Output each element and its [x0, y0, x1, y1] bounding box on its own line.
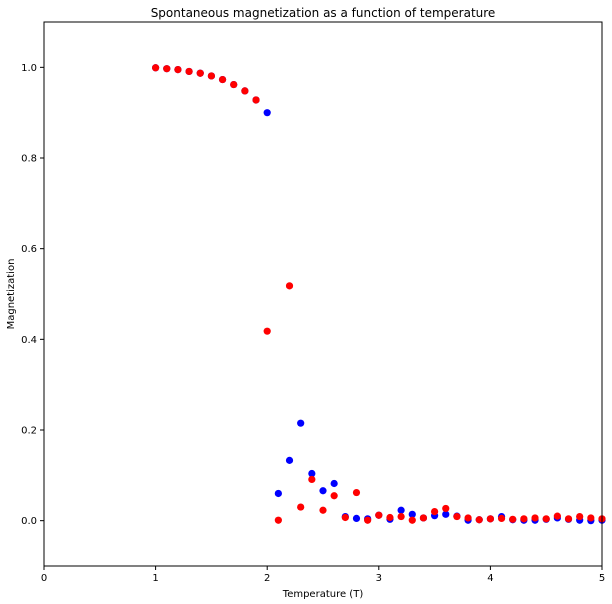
data-point-s0-15 — [319, 487, 327, 495]
data-point-s1-12 — [285, 282, 294, 290]
data-point-s1-24 — [419, 514, 428, 522]
data-point-s1-37 — [564, 515, 573, 523]
data-point-s1-8 — [241, 87, 249, 95]
plot-background — [44, 22, 602, 566]
data-point-s0-12 — [285, 456, 294, 464]
data-point-s1-34 — [531, 514, 539, 522]
data-point-s1-28 — [464, 514, 472, 522]
data-point-s1-14 — [308, 475, 316, 484]
data-point-s1-1 — [163, 65, 171, 73]
x-axis-ticks: 0 1 2 3 4 5 — [41, 566, 605, 584]
data-points — [152, 64, 606, 525]
x-axis-label: Temperature (T) — [282, 589, 364, 600]
data-point-s1-6 — [218, 75, 227, 84]
data-point-s1-3 — [185, 67, 193, 76]
data-point-s1-19 — [364, 516, 372, 524]
y-axis-label: Magnetization — [6, 259, 17, 330]
data-point-s1-20 — [375, 511, 383, 519]
data-point-s1-35 — [542, 515, 550, 523]
y-tick-label-3: 0.6 — [21, 244, 37, 255]
data-point-s1-36 — [553, 512, 561, 520]
data-point-s1-11 — [274, 516, 282, 524]
data-point-s1-22 — [397, 512, 405, 521]
data-point-s1-21 — [386, 513, 394, 522]
data-point-s1-23 — [408, 516, 416, 524]
data-point-s1-4 — [196, 69, 204, 77]
y-tick-label-4: 0.8 — [21, 154, 37, 165]
y-tick-label-5: 1.0 — [21, 63, 37, 74]
data-point-s1-5 — [207, 72, 215, 80]
data-point-s0-10 — [263, 109, 271, 117]
data-point-s0-18 — [352, 514, 361, 523]
data-point-s1-18 — [352, 488, 361, 497]
data-point-s1-15 — [319, 506, 327, 514]
data-point-s0-22 — [397, 506, 405, 514]
data-point-s1-27 — [453, 512, 461, 521]
data-point-s1-25 — [431, 508, 439, 516]
data-point-s0-16 — [330, 479, 338, 488]
x-tick-label-3: 3 — [376, 573, 382, 584]
data-point-s0-26 — [442, 510, 450, 518]
x-tick-label-4: 4 — [487, 573, 493, 584]
data-point-s0-13 — [297, 419, 305, 427]
data-point-s1-39 — [587, 514, 595, 522]
data-point-s1-7 — [230, 80, 238, 89]
data-point-s1-10 — [263, 327, 271, 335]
data-point-s1-17 — [341, 513, 349, 522]
plot-frame — [43, 21, 603, 567]
data-point-s1-16 — [330, 492, 338, 500]
data-point-s1-13 — [297, 503, 305, 511]
data-point-s1-31 — [497, 514, 506, 523]
y-tick-label-1: 0.2 — [21, 426, 37, 437]
data-point-s1-38 — [576, 512, 584, 521]
chart-title: Spontaneous magnetization as a function … — [151, 6, 496, 20]
data-point-s0-14 — [308, 469, 316, 478]
data-point-s1-30 — [486, 515, 494, 523]
data-point-s1-29 — [475, 516, 483, 524]
data-point-s1-2 — [174, 66, 182, 74]
data-point-s0-23 — [408, 510, 416, 518]
data-point-s1-9 — [252, 96, 260, 104]
y-tick-label-0: 0.0 — [21, 516, 37, 527]
x-tick-label-1: 1 — [152, 573, 158, 584]
y-axis-ticks: 0.0 0.2 0.4 0.6 0.8 1.0 — [21, 63, 44, 527]
data-point-s1-0 — [152, 64, 160, 72]
data-point-s1-26 — [442, 504, 450, 513]
data-point-s1-32 — [509, 515, 517, 523]
data-point-s0-11 — [274, 489, 282, 498]
y-tick-label-2: 0.4 — [21, 335, 37, 346]
x-tick-label-5: 5 — [599, 573, 605, 584]
data-point-s1-33 — [520, 515, 528, 523]
x-tick-label-2: 2 — [264, 573, 270, 584]
x-tick-label-0: 0 — [41, 573, 47, 584]
